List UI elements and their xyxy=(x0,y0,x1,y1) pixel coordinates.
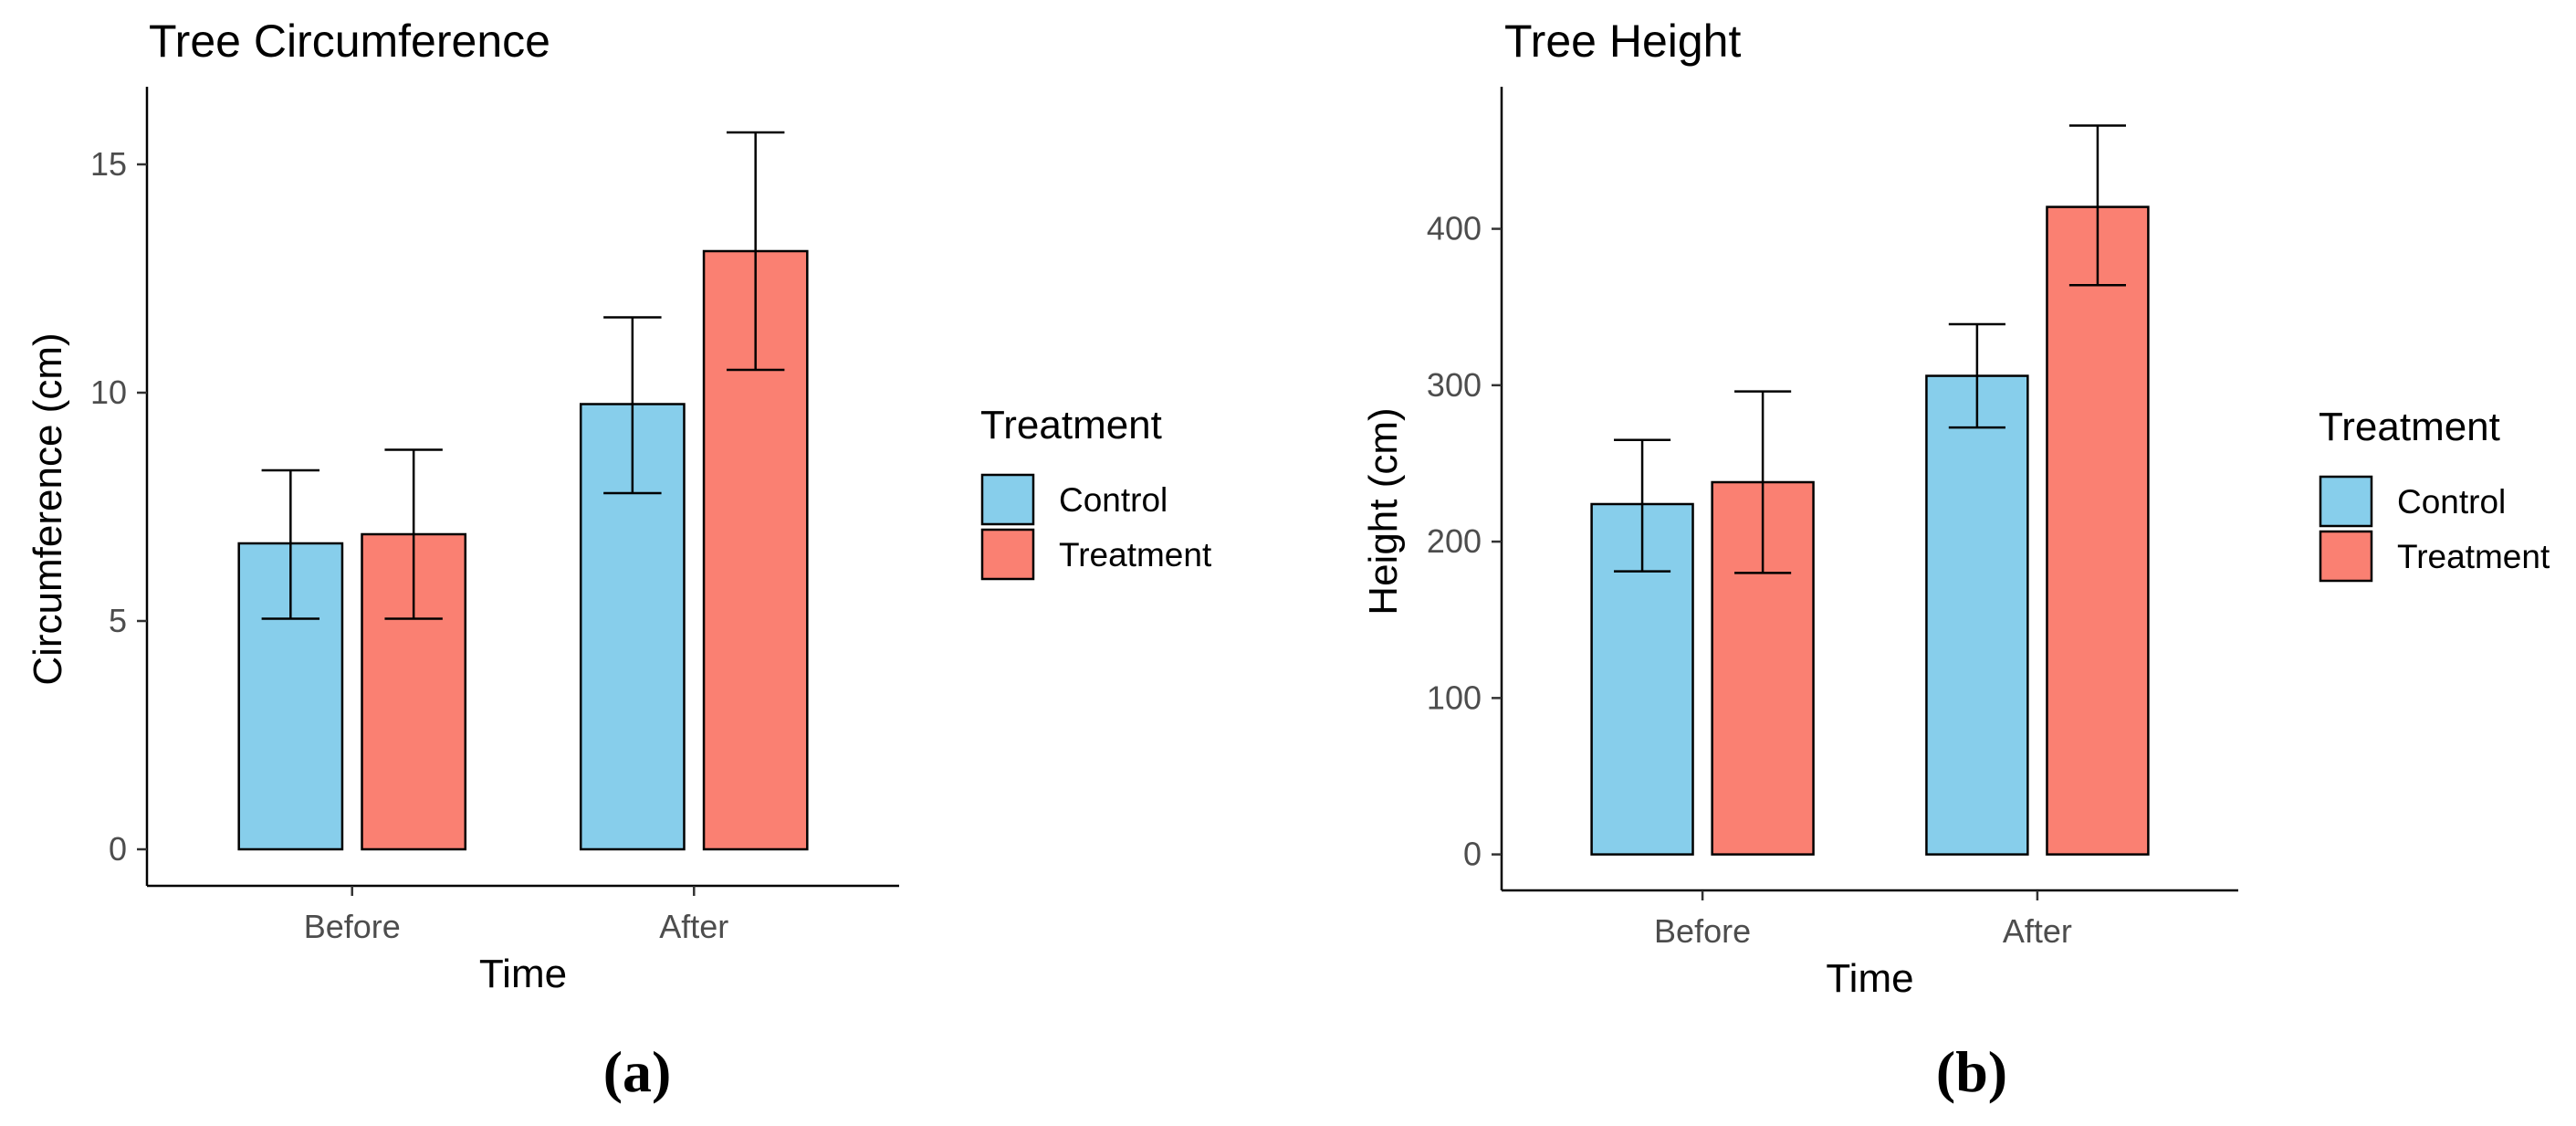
x-tick-label: After xyxy=(659,908,728,945)
panel-label: (b) xyxy=(1936,1039,2007,1104)
y-tick-label: 100 xyxy=(1427,679,1482,716)
y-tick-label: 15 xyxy=(90,145,127,183)
y-tick-label: 0 xyxy=(1463,836,1482,873)
y-axis-title: Height (cm) xyxy=(1361,407,1406,615)
bar-after-treatment xyxy=(2046,205,2150,856)
x-tick-label: After xyxy=(2003,912,2072,950)
y-tick-label: 400 xyxy=(1427,210,1482,247)
legend-label-control: Control xyxy=(2397,483,2506,521)
legend: Treatment Control Treatment xyxy=(2319,405,2550,583)
legend: Treatment Control Treatment xyxy=(980,403,1212,581)
chart-2: Tree Height 0 100 200 300 400 Before After Time H… xyxy=(1361,16,2550,1104)
chart-1: Tree Circumference 0 5 10 15 Before After Time C… xyxy=(26,16,1212,1104)
legend-label-treatment: Treatment xyxy=(1059,536,1212,574)
legend-title: Treatment xyxy=(2319,405,2500,449)
y-tick-label: 200 xyxy=(1427,522,1482,560)
y-axis-title: Circumference (cm) xyxy=(26,332,70,685)
legend-key-control xyxy=(2319,475,2373,528)
y-tick-label: 0 xyxy=(109,830,127,868)
legend-key-control xyxy=(980,473,1035,526)
y-tick-label: 300 xyxy=(1427,366,1482,404)
x-axis-title: Time xyxy=(479,952,567,996)
y-tick-label: 10 xyxy=(90,374,127,411)
legend-key-treatment xyxy=(2319,530,2373,583)
x-tick-label: Before xyxy=(304,908,401,945)
legend-key-treatment xyxy=(980,528,1035,581)
bar-after-control xyxy=(1925,374,2029,856)
y-tick-label: 5 xyxy=(109,602,127,639)
legend-label-treatment: Treatment xyxy=(2397,538,2550,575)
legend-label-control: Control xyxy=(1059,481,1168,519)
chart-title: Tree Circumference xyxy=(149,16,550,67)
panel-label: (a) xyxy=(603,1039,672,1104)
legend-title: Treatment xyxy=(980,403,1162,447)
x-tick-label: Before xyxy=(1654,912,1751,950)
chart-title: Tree Height xyxy=(1504,16,1741,67)
x-axis-title: Time xyxy=(1826,956,1913,1001)
